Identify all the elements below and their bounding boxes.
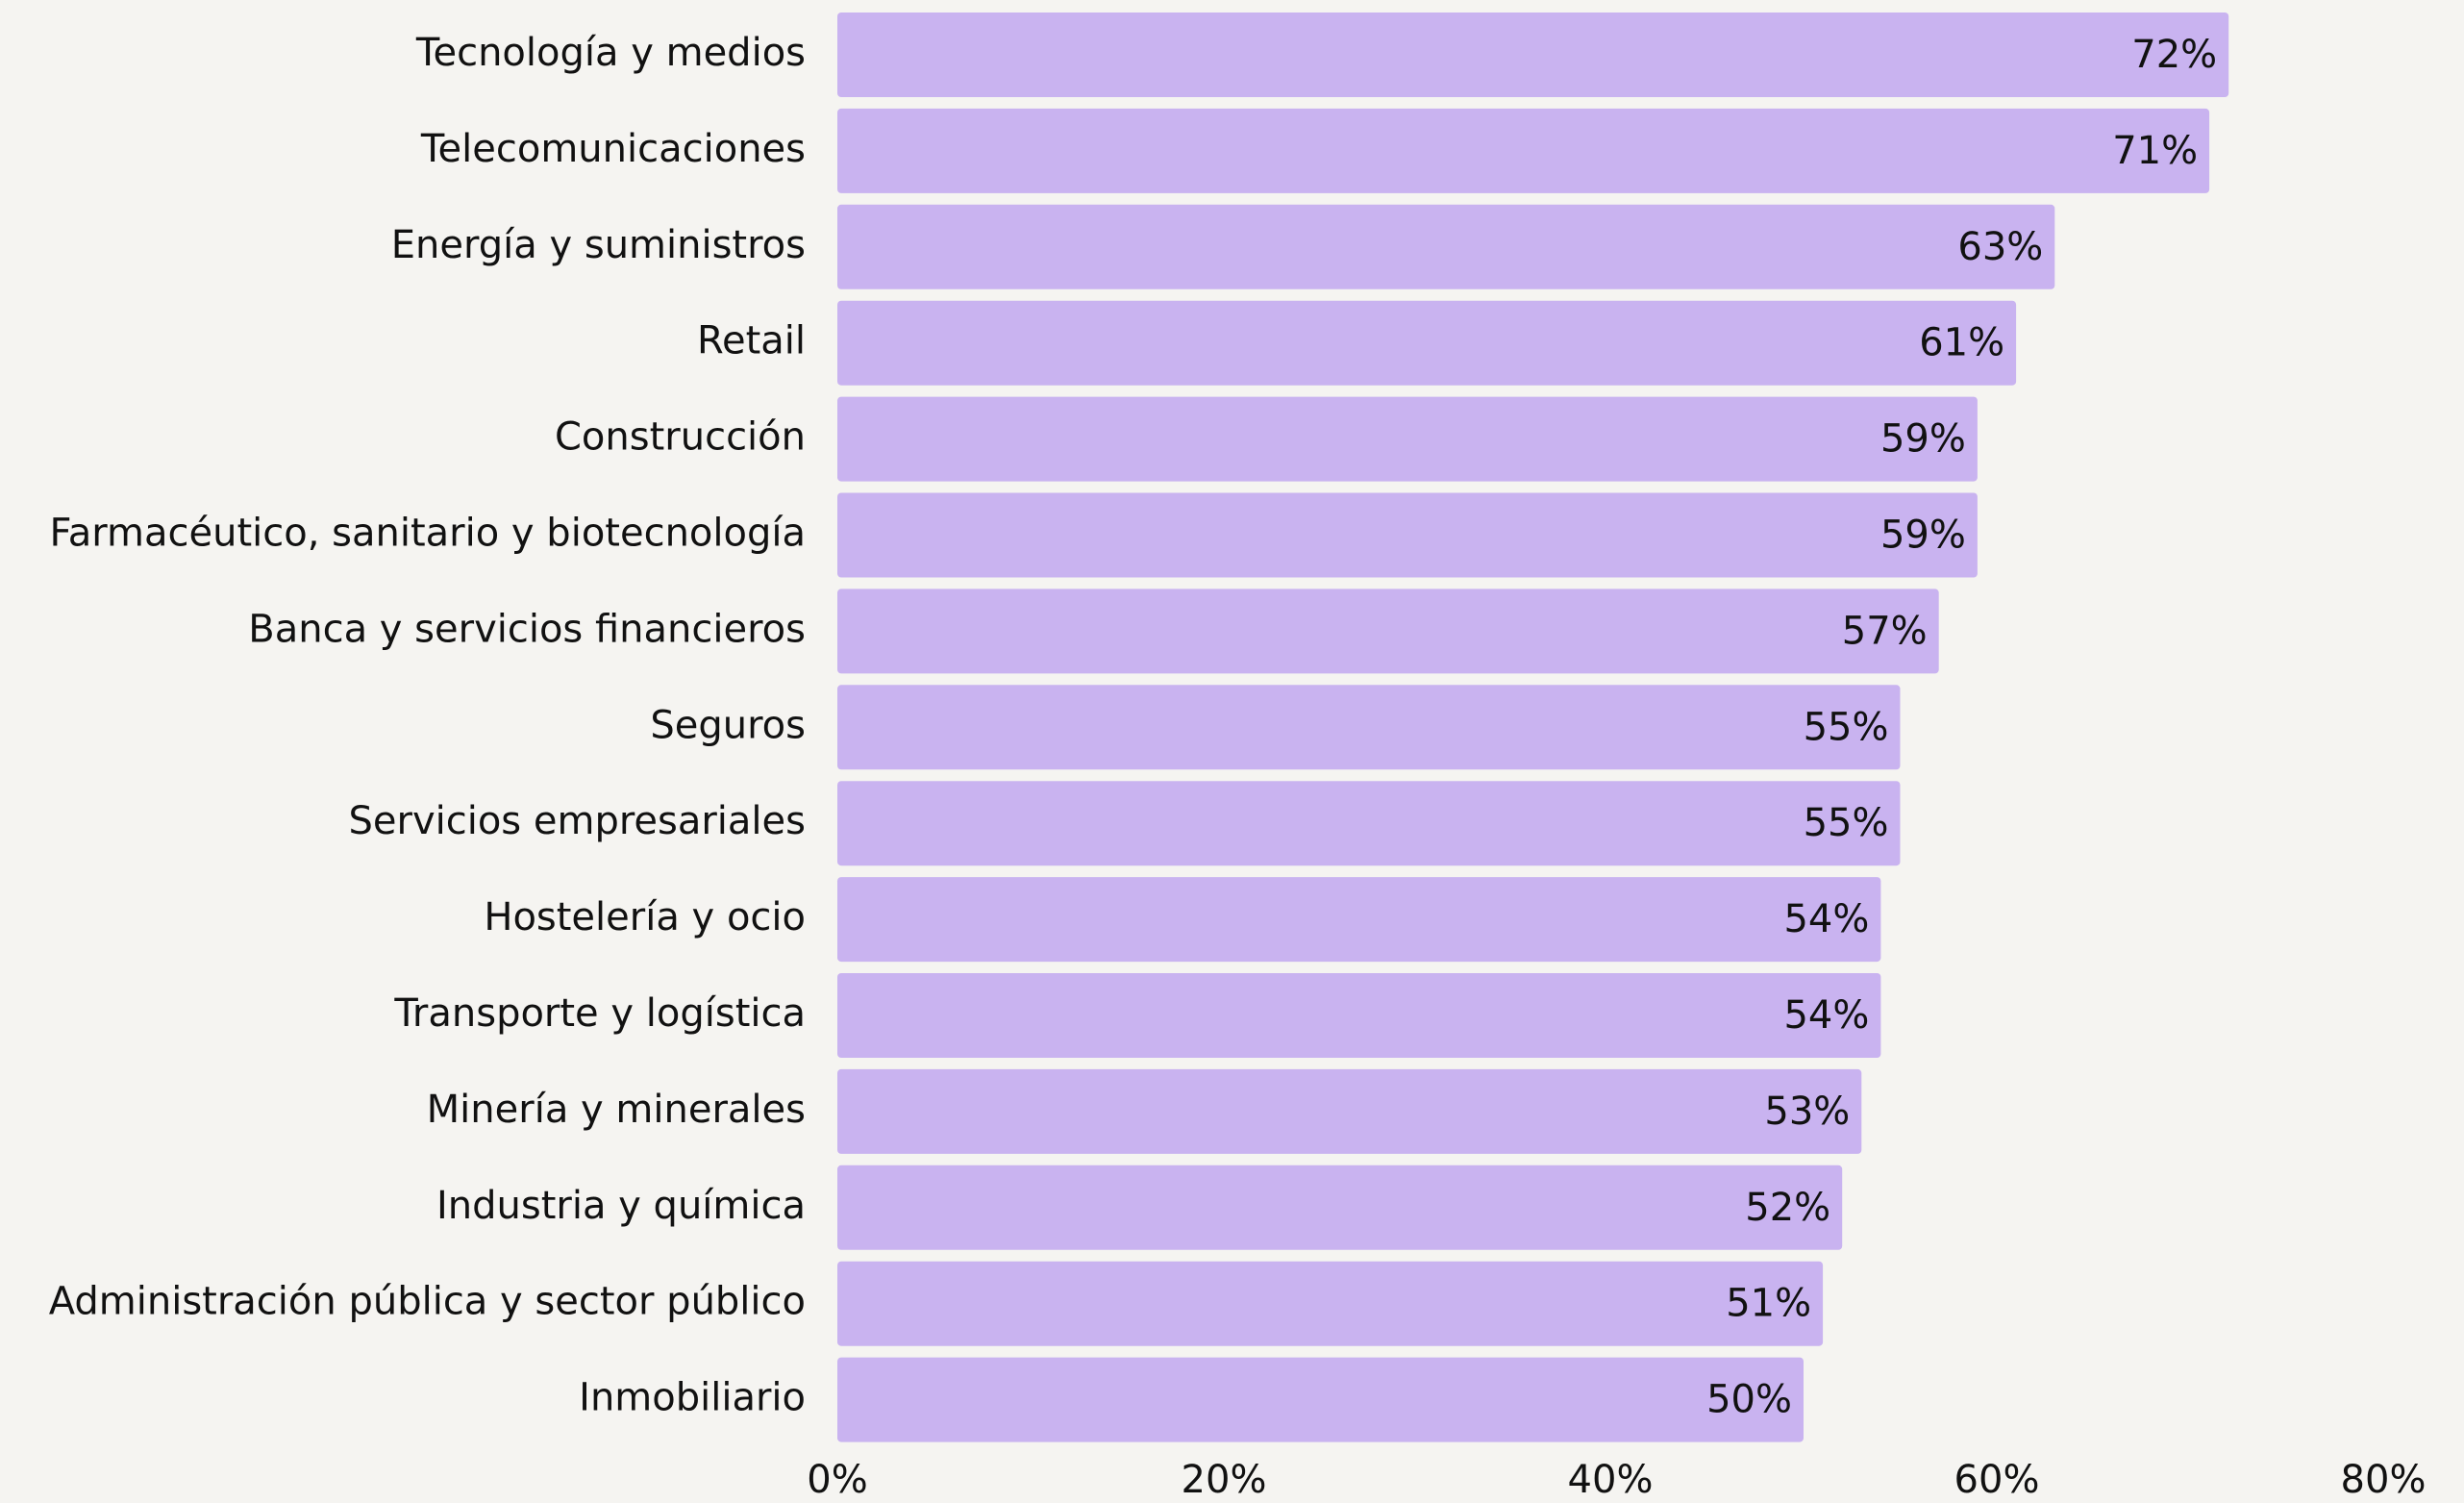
bar — [837, 685, 1901, 770]
bar — [837, 781, 1901, 866]
category-label: Telecomunicaciones — [420, 127, 806, 171]
bar — [837, 492, 1978, 578]
value-label: 52% — [1745, 1186, 1830, 1230]
category-label: Industria y química — [436, 1184, 806, 1228]
value-label: 54% — [1783, 993, 1869, 1038]
value-label: 55% — [1804, 801, 1889, 845]
category-label: Minería y minerales — [427, 1088, 806, 1132]
value-label: 59% — [1880, 514, 1966, 558]
value-label: 53% — [1764, 1090, 1850, 1134]
category-label: Energía y suministros — [391, 223, 806, 267]
value-label: 51% — [1726, 1282, 1811, 1326]
x-tick-label: 40% — [1568, 1458, 1654, 1502]
value-label: 72% — [2131, 33, 2217, 77]
bar — [837, 1357, 1804, 1442]
bar — [837, 108, 2210, 193]
bar — [837, 13, 2229, 97]
bar — [837, 204, 2055, 289]
bar — [837, 1068, 1862, 1154]
category-label: Banca y servicios financieros — [248, 607, 806, 651]
category-label: Administración pública y sector público — [49, 1280, 806, 1324]
bar — [837, 396, 1978, 482]
category-label: Hostelería y ocio — [484, 895, 806, 939]
category-label: Inmobiliario — [579, 1376, 806, 1420]
value-label: 59% — [1880, 417, 1966, 462]
value-label: 50% — [1706, 1378, 1792, 1422]
bar — [837, 877, 1881, 963]
x-tick-label: 0% — [807, 1458, 867, 1502]
value-label: 71% — [2112, 129, 2198, 173]
x-tick-label: 80% — [2341, 1458, 2427, 1502]
bar — [837, 1165, 1843, 1250]
category-label: Construcción — [555, 415, 806, 460]
category-label: Farmacéutico, sanitario y biotecnología — [49, 512, 806, 556]
category-label: Tecnología y medios — [415, 31, 806, 75]
bar — [837, 1261, 1824, 1346]
bar — [837, 973, 1881, 1058]
category-label: Seguros — [650, 703, 806, 747]
x-tick-label: 20% — [1182, 1458, 1267, 1502]
value-label: 63% — [1957, 225, 2043, 269]
value-label: 55% — [1804, 705, 1889, 749]
value-label: 57% — [1842, 609, 1928, 653]
value-label: 61% — [1919, 321, 2004, 365]
bar — [837, 589, 1939, 674]
bar — [837, 300, 2017, 386]
category-label: Retail — [697, 319, 806, 363]
category-label: Servicios empresariales — [349, 799, 807, 843]
category-label: Transporte y logística — [393, 991, 806, 1036]
x-tick-label: 60% — [1954, 1458, 2040, 1502]
value-label: 54% — [1783, 897, 1869, 941]
